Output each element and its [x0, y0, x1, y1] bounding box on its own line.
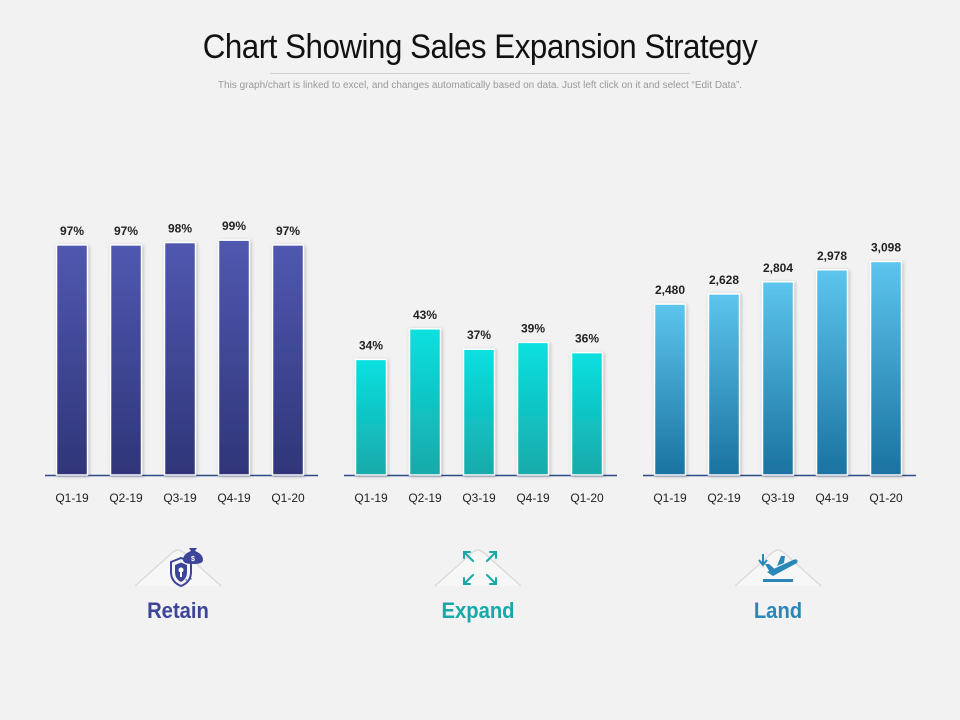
expand-badge: [433, 528, 523, 588]
bar-land-q2-19: [707, 293, 741, 476]
retain-badge: $: [133, 528, 223, 588]
data-label: 34%: [359, 338, 383, 352]
chart-land: 2,480 Q1-19 2,628 Q2-19 2,804 Q3-19 2,978 Q4-19…: [643, 240, 916, 505]
bar-land-q1-19: [653, 303, 687, 476]
data-label: 98%: [168, 222, 192, 236]
airplane-landing-icon: [758, 554, 798, 582]
shield-money-bag-icon: $: [170, 548, 203, 588]
data-label: 36%: [575, 332, 599, 346]
data-label: 3,098: [871, 240, 901, 254]
bar-land-q3-19: [761, 281, 795, 476]
bar-retain-q4-19: [217, 239, 251, 476]
expand-arrows-icon: [463, 551, 497, 585]
bar-retain-q3-19: [163, 241, 197, 476]
x-tick-label: Q2-19: [707, 491, 741, 505]
x-tick-label: Q3-19: [462, 491, 496, 505]
chart-expand: 34% Q1-19 43% Q2-19 37% Q3-19 39% Q4-19 36% Q1-20: [344, 308, 617, 505]
x-tick-label: Q1-19: [354, 491, 388, 505]
data-label: 97%: [276, 224, 300, 238]
badge-shape: [434, 549, 522, 587]
x-tick-label: Q1-20: [271, 491, 305, 505]
data-label: 2,978: [817, 249, 847, 263]
page-subtitle: This graph/chart is linked to excel, and…: [217, 80, 743, 91]
svg-text:$: $: [191, 556, 195, 563]
data-label: 99%: [222, 219, 246, 233]
bar-expand-q1-20: [570, 351, 604, 476]
retain-label: Retain: [147, 598, 209, 623]
bar-expand-q3-19: [462, 348, 496, 476]
data-label: 37%: [467, 328, 491, 342]
data-label: 2,480: [655, 283, 685, 297]
bar-retain-q1-19: [55, 244, 89, 476]
x-tick-label: Q3-19: [761, 491, 795, 505]
x-tick-label: Q4-19: [815, 491, 849, 505]
x-tick-label: Q2-19: [408, 491, 442, 505]
data-label: 2,628: [709, 273, 739, 287]
bar-expand-q1-19: [354, 358, 388, 476]
bar-retain-q2-19: [109, 244, 143, 476]
bar-land-q4-19: [815, 269, 849, 476]
data-label: 43%: [413, 308, 437, 322]
x-tick-label: Q4-19: [217, 491, 251, 505]
bar-retain-q1-20: [271, 244, 305, 476]
x-tick-label: Q1-19: [653, 491, 687, 505]
land-label: Land: [753, 598, 803, 623]
data-label: 97%: [60, 224, 84, 238]
chart-retain: 97% Q1-19 97% Q2-19 98% Q3-19 99% Q4-19 97% Q1-20: [45, 219, 318, 505]
bar-expand-q4-19: [516, 341, 550, 476]
data-label: 97%: [114, 224, 138, 238]
x-tick-label: Q2-19: [109, 491, 143, 505]
land-badge: [733, 528, 823, 588]
data-label: 2,804: [763, 261, 793, 275]
bar-land-q1-20: [869, 260, 903, 476]
x-tick-label: Q4-19: [516, 491, 550, 505]
data-label: 39%: [521, 321, 545, 335]
x-tick-label: Q1-20: [570, 491, 604, 505]
x-tick-label: Q3-19: [163, 491, 197, 505]
page-title: Chart Showing Sales Expansion Strategy: [202, 28, 758, 66]
title-divider: [270, 73, 690, 74]
bar-expand-q2-19: [408, 328, 442, 476]
x-tick-label: Q1-20: [869, 491, 903, 505]
expand-label: Expand: [441, 598, 515, 623]
x-tick-label: Q1-19: [55, 491, 89, 505]
